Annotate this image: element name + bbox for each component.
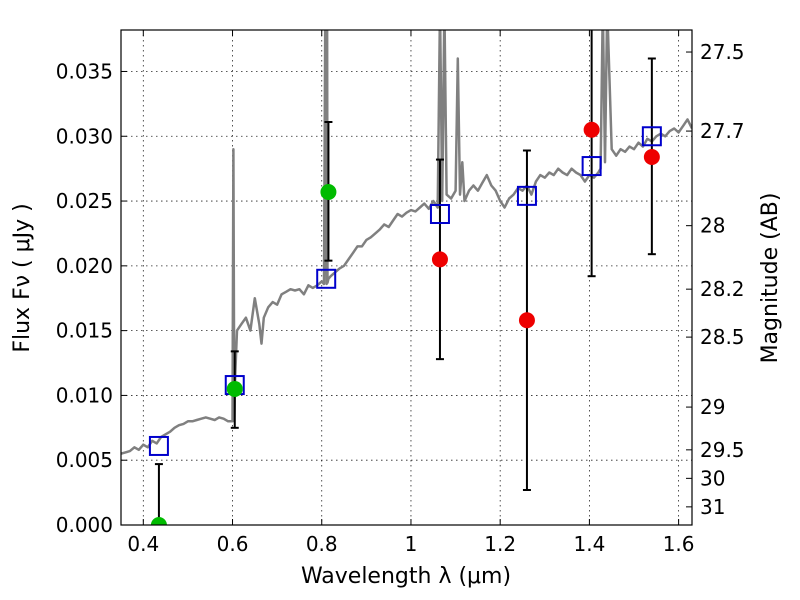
model-photometry-point [316, 268, 337, 289]
y-tick-label: 0.015 [56, 319, 113, 343]
x-tick-label: 0.4 [127, 532, 159, 556]
x-tick-label: 0.6 [217, 532, 249, 556]
model-photometry-point [148, 435, 169, 456]
y-tick-label: 0.035 [56, 59, 113, 83]
detection-point [320, 183, 337, 200]
y2-tick-label: 27.5 [700, 40, 745, 64]
y2-tick-label: 27.7 [700, 119, 745, 143]
detection-point [226, 380, 243, 397]
x-tick-label: 0.8 [306, 532, 338, 556]
y2-axis-label: Magnitude (AB) [758, 193, 783, 364]
x-tick-label: 1.2 [484, 532, 516, 556]
detection-point [150, 517, 167, 525]
x-tick-label: 1.4 [573, 532, 605, 556]
y-tick-label: 0.010 [56, 383, 113, 407]
y2-tick-label: 30 [700, 466, 725, 490]
y2-tick-label: 28 [700, 214, 725, 238]
model-photometry-point [581, 156, 602, 177]
y-tick-label: 0.030 [56, 124, 113, 148]
model-photometry-point [516, 185, 537, 206]
y2-tick-label: 29.5 [700, 438, 745, 462]
y-tick-label: 0.020 [56, 254, 113, 278]
upper-limit-point [431, 251, 448, 268]
y2-tick-label: 31 [700, 495, 725, 519]
upper-limit-point [583, 121, 600, 138]
y2-tick-label: 29 [700, 395, 725, 419]
y-axis-label: Flux Fν ( μJy ) [10, 203, 35, 352]
x-axis-label: Wavelength λ (μm) [301, 564, 511, 589]
model-sed-line [121, 30, 692, 455]
x-tick-label: 1.6 [663, 532, 695, 556]
x-tick-label: 1 [405, 532, 418, 556]
y-tick-label: 0.025 [56, 189, 113, 213]
plot-area [121, 30, 692, 525]
plot-frame [120, 29, 693, 526]
y-tick-label: 0.005 [56, 448, 113, 472]
y-tick-label: 0.000 [56, 513, 113, 537]
y2-tick-label: 28.2 [700, 277, 745, 301]
model-photometry-point [641, 126, 662, 147]
y2-tick-label: 28.5 [700, 325, 745, 349]
upper-limit-point [643, 148, 660, 165]
grid [121, 30, 692, 526]
model-photometry-point [429, 204, 450, 225]
axis-ticks: 0.4 0.6 0.8 1 1.2 1.4 1.6 0.000 0.005 0.010 0.015 0… [56, 30, 745, 556]
upper-limit-point [518, 312, 535, 329]
